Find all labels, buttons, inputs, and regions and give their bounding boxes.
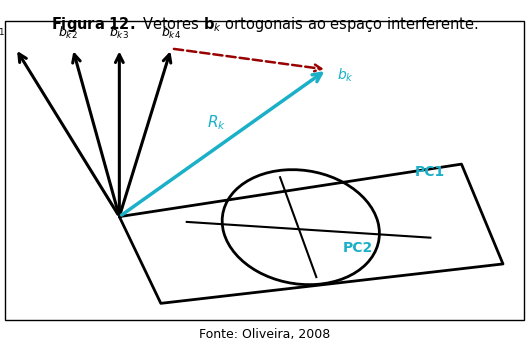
Text: $R_k$: $R_k$: [207, 113, 226, 132]
Text: $b_k$: $b_k$: [337, 67, 354, 85]
Text: PC2: PC2: [342, 241, 372, 255]
Text: $b_{k4}$: $b_{k4}$: [161, 24, 181, 41]
Text: $\mathbf{Figura\ 12.}$ Vetores $\mathbf{b}_k$ ortogonais ao espaço interferente.: $\mathbf{Figura\ 12.}$ Vetores $\mathbf{…: [51, 15, 478, 34]
Text: Fonte: Oliveira, 2008: Fonte: Oliveira, 2008: [199, 327, 330, 341]
Text: $b_{k2}$: $b_{k2}$: [58, 24, 77, 41]
Text: $b_{k3}$: $b_{k3}$: [110, 24, 129, 41]
Text: $b_{k1}$: $b_{k1}$: [0, 22, 5, 38]
Text: PC1: PC1: [415, 165, 445, 179]
